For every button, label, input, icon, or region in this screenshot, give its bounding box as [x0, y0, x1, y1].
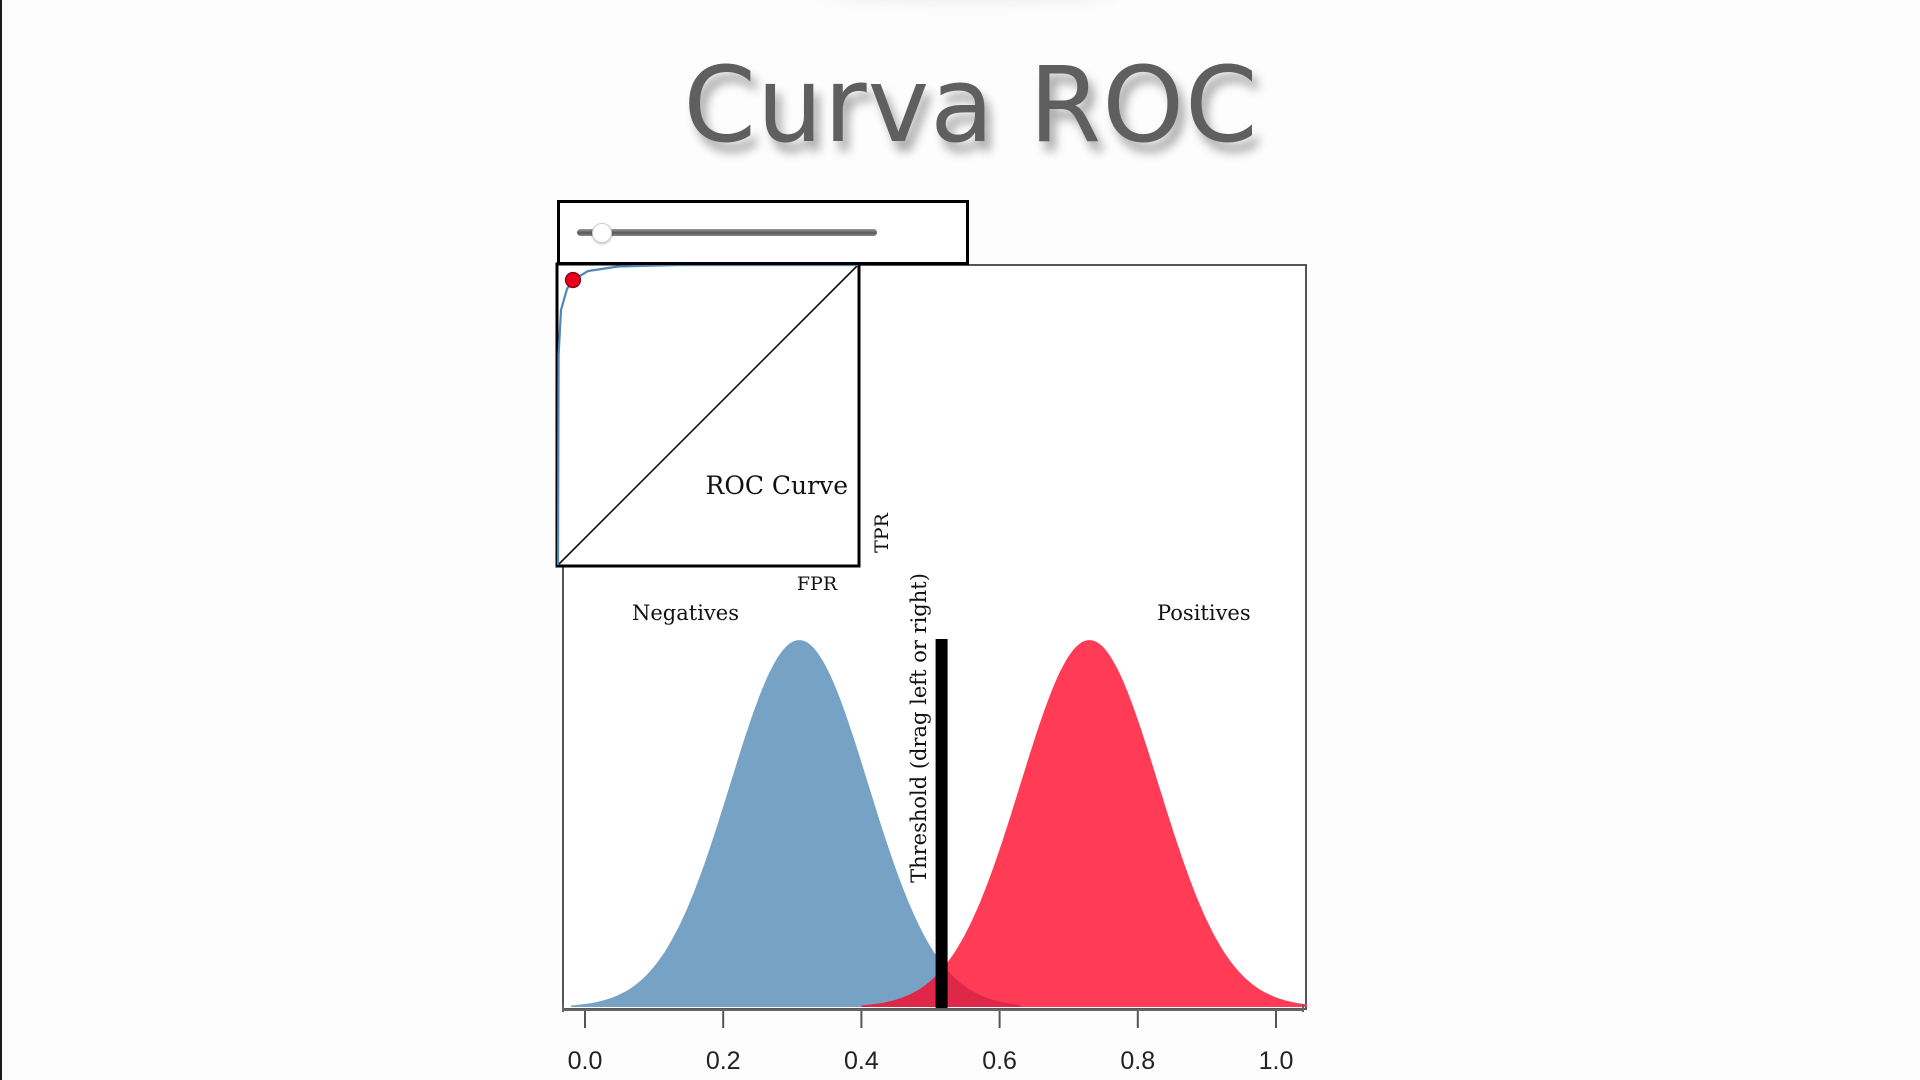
- x-axis: 0.0 0.2 0.4 0.6 0.8 1.0: [562, 1004, 1304, 1075]
- window-left-edge: [0, 0, 2, 1080]
- x-tick-label: 0.6: [982, 1047, 1017, 1075]
- x-tick-label: 0.8: [1120, 1047, 1155, 1075]
- x-tick-label: 0.2: [706, 1047, 741, 1075]
- threshold-handle[interactable]: [935, 639, 948, 1008]
- slide-title: Curva ROC: [683, 44, 1259, 166]
- roc-curve-line: [556, 263, 858, 566]
- roc-title: ROC Curve: [706, 471, 849, 500]
- roc-panel: ROC Curve FPR TPR: [555, 262, 893, 595]
- threshold-label: Threshold (drag left or right): [907, 573, 931, 883]
- x-tick-label: 0.0: [568, 1047, 603, 1075]
- roc-operating-point: [564, 271, 582, 289]
- slider-thumb[interactable]: [592, 223, 612, 243]
- negatives-label: Negatives: [632, 601, 739, 625]
- roc-y-label: TPR: [871, 512, 893, 552]
- negatives-distribution: [571, 640, 1042, 1007]
- positives-distribution: [861, 640, 1308, 1007]
- positives-label: Positives: [1157, 601, 1251, 625]
- chance-diagonal: [557, 264, 859, 566]
- roc-x-label: FPR: [797, 573, 838, 595]
- top-shadow: [820, 0, 1120, 4]
- slider-track[interactable]: [577, 229, 877, 236]
- x-tick-label: 0.4: [844, 1047, 879, 1075]
- slider-panel: [557, 200, 969, 265]
- x-tick-label: 1.0: [1259, 1047, 1294, 1075]
